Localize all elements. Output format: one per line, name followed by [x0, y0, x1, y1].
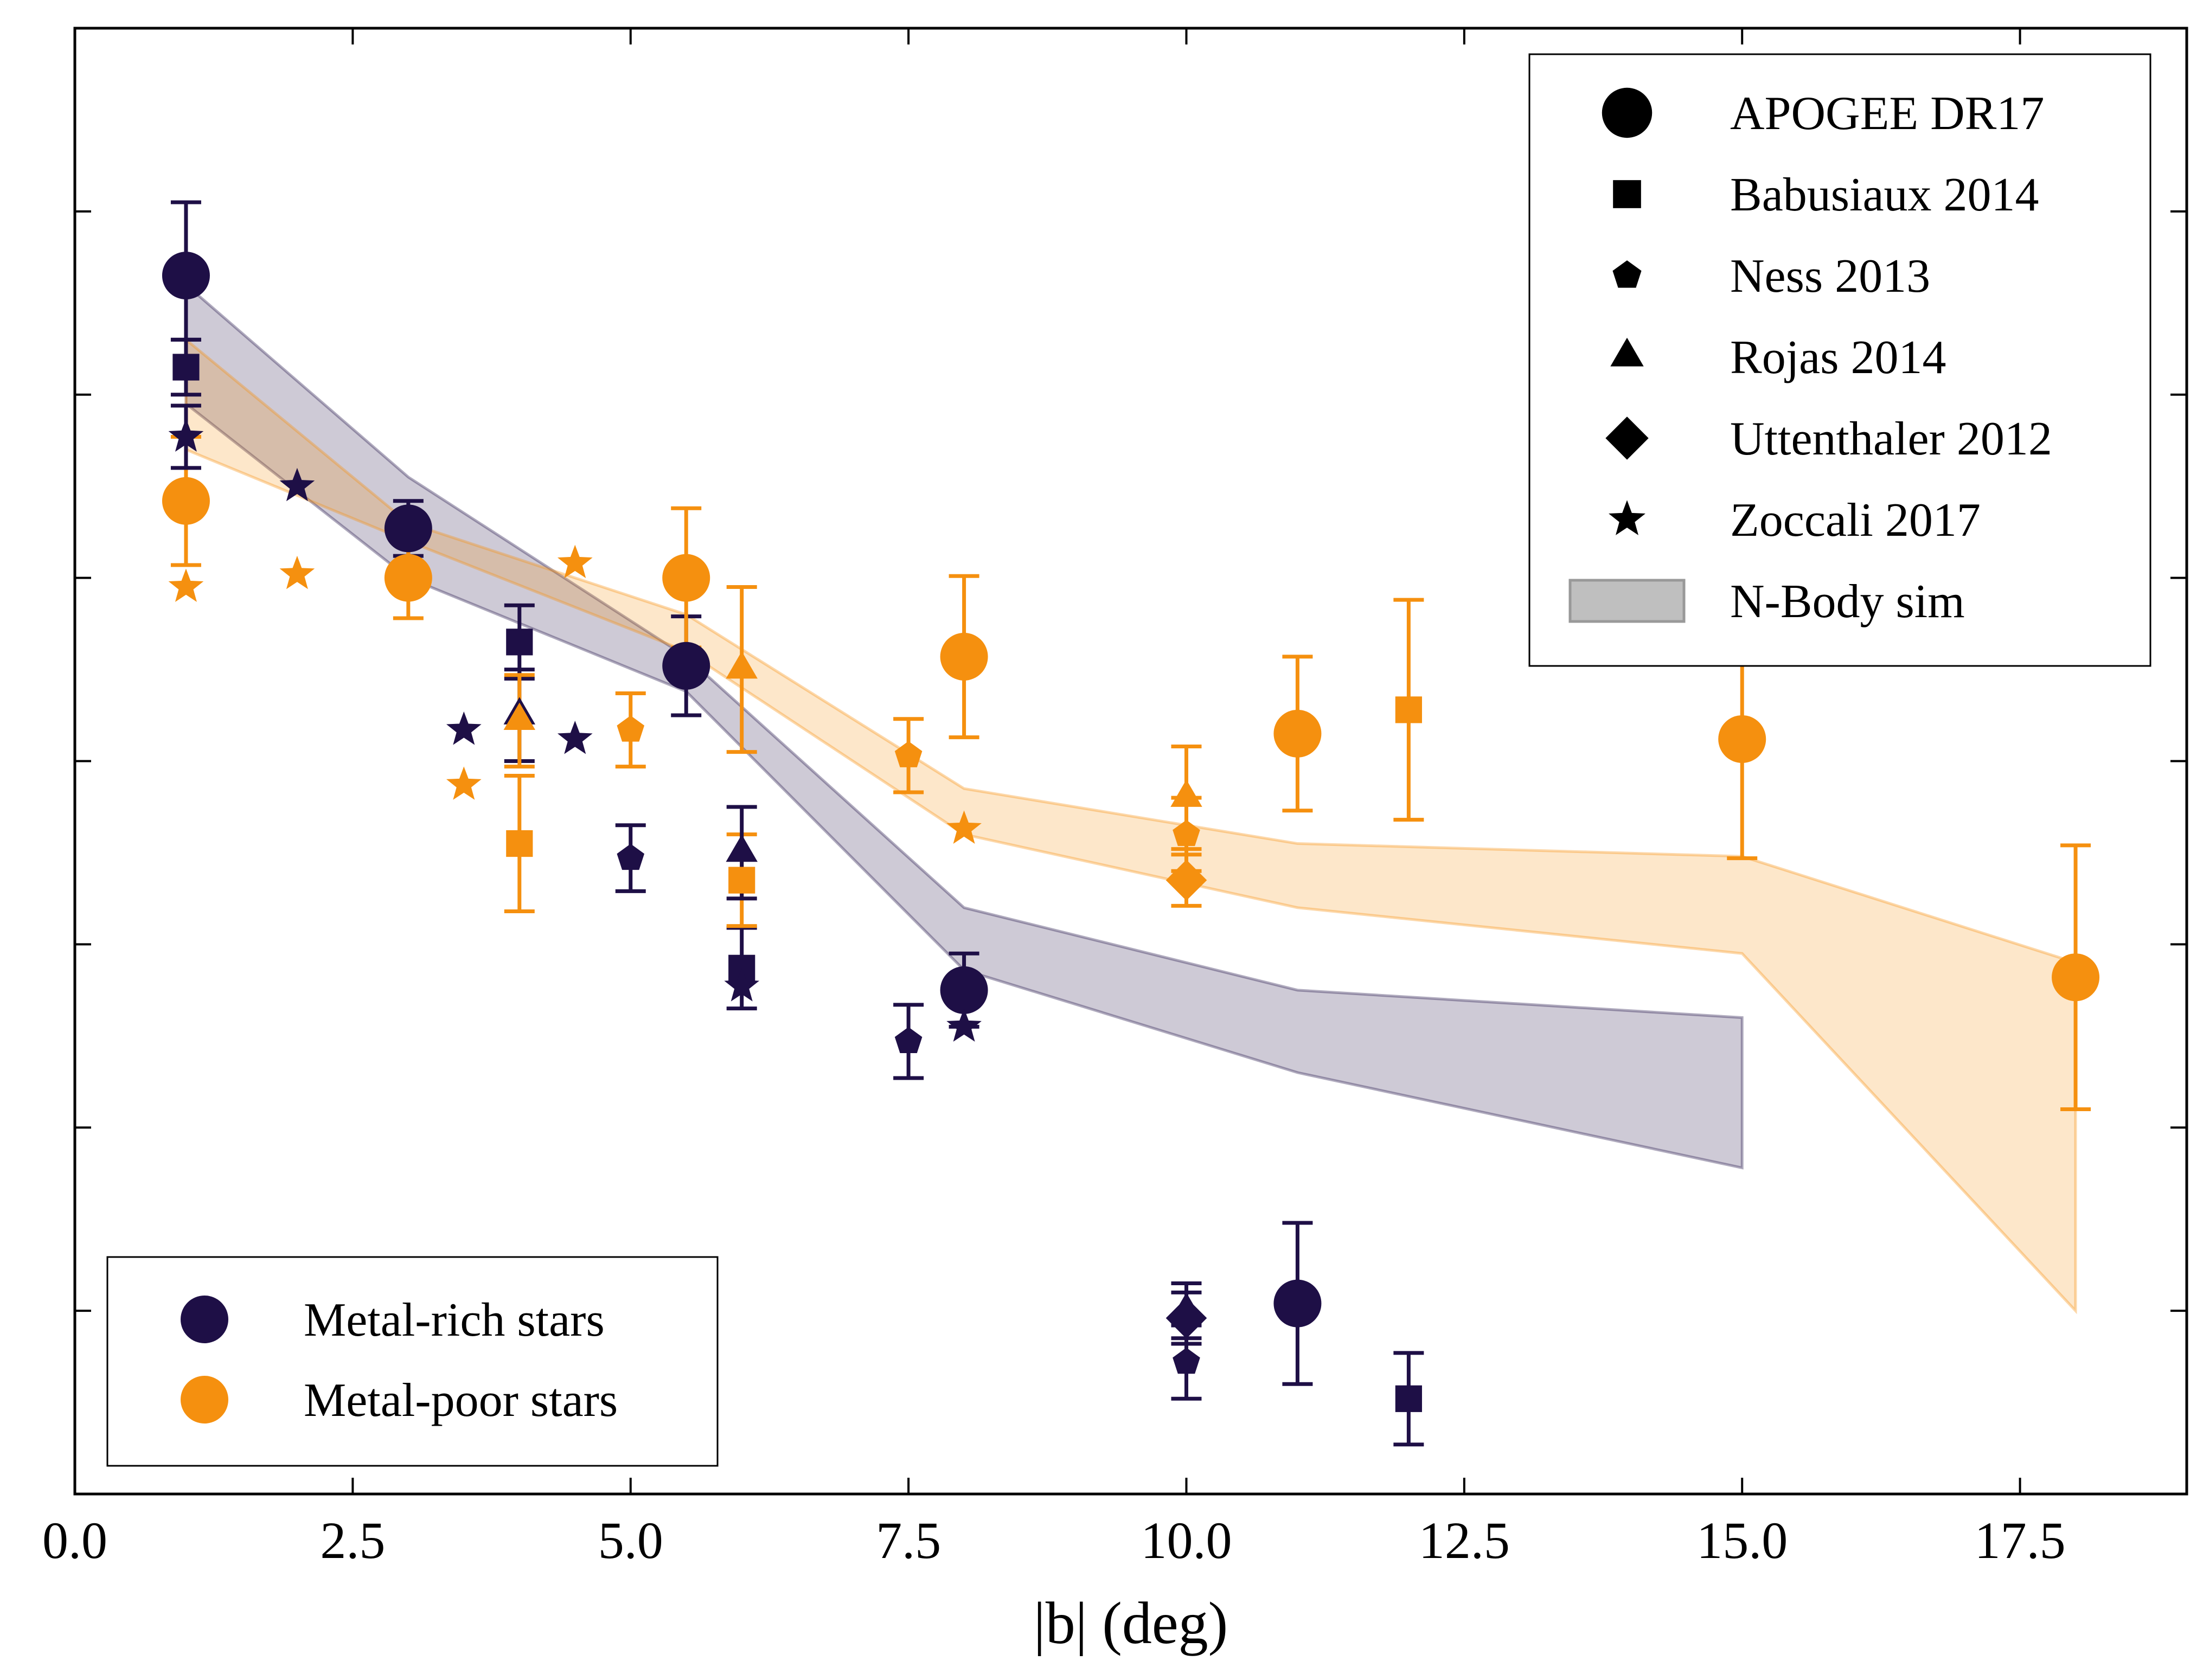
pentagon-point-metal-rich — [617, 843, 645, 870]
legend-populations-box — [106, 1256, 719, 1467]
star-point-metal-rich — [279, 467, 315, 502]
legend-symbol-label: APOGEE DR17 — [1730, 87, 2044, 140]
legend-square-marker — [1613, 180, 1641, 208]
legend-symbol-label: N-Body sim — [1730, 575, 1965, 628]
triangle-point-metal-rich — [726, 834, 758, 862]
circle-point-metal-poor — [940, 632, 988, 681]
square-point-metal-rich — [506, 629, 533, 656]
star-point-metal-rich — [168, 418, 204, 452]
diamond-point-metal-poor — [1165, 860, 1207, 901]
pentagon-point-metal-poor — [894, 741, 923, 767]
x-tick-label: 2.5 — [320, 1511, 385, 1569]
legend-diamond-marker — [1605, 416, 1649, 460]
legend-band-swatch — [1568, 579, 1686, 623]
circle-point-metal-poor — [1273, 709, 1322, 758]
x-tick-label: 15.0 — [1696, 1511, 1788, 1569]
square-point-metal-rich — [172, 354, 200, 381]
square-point-metal-rich — [1395, 1385, 1422, 1412]
legend-circle-marker — [1602, 87, 1653, 138]
circle-point-metal-poor — [384, 554, 432, 602]
circle-point-metal-rich — [384, 504, 432, 553]
square-point-metal-poor — [506, 830, 533, 857]
legend-star-marker — [1609, 500, 1645, 535]
pentagon-point-metal-poor — [617, 715, 645, 742]
legend-symbols: APOGEE DR17 Babusiaux 2014 Ness 2013 Rojas … — [1528, 53, 2151, 667]
x-tick-label: 10.0 — [1141, 1511, 1232, 1569]
legend-triangle-marker — [1610, 337, 1644, 367]
legend-population-marker — [181, 1376, 228, 1423]
circle-point-metal-poor — [2052, 953, 2100, 1002]
legend-population-label: Metal-poor stars — [304, 1374, 618, 1427]
pentagon-point-metal-poor — [1173, 820, 1200, 847]
circle-point-metal-rich — [940, 966, 988, 1014]
star-point-metal-poor — [168, 568, 204, 602]
legend-population-label: Metal-rich stars — [304, 1294, 605, 1346]
triangle-point-metal-poor — [503, 702, 536, 730]
x-axis-label: |b| (deg) — [1034, 1590, 1228, 1656]
square-point-metal-poor — [728, 867, 755, 894]
star-point-metal-poor — [557, 544, 593, 579]
x-tick-label: 12.5 — [1419, 1511, 1510, 1569]
circle-point-metal-poor — [1718, 715, 1766, 763]
diamond-point-metal-rich — [1165, 1297, 1207, 1339]
legend-populations: Metal-rich stars Metal-poor stars — [106, 1256, 719, 1467]
legend-symbol-label: Ness 2013 — [1730, 250, 1930, 303]
circle-point-metal-poor — [662, 554, 710, 602]
circle-point-metal-rich — [1273, 1279, 1322, 1328]
x-tick-label: 5.0 — [598, 1511, 663, 1569]
triangle-point-metal-poor — [1170, 779, 1202, 807]
nbody-band-metal-poor — [184, 337, 2077, 1314]
star-point-metal-poor — [279, 555, 315, 589]
circle-point-metal-poor — [162, 477, 210, 525]
triangle-point-metal-poor — [726, 651, 758, 679]
star-point-metal-poor — [446, 766, 482, 800]
square-point-metal-poor — [1395, 696, 1422, 723]
pentagon-point-metal-rich — [894, 1027, 923, 1053]
legend-symbol-label: Zoccali 2017 — [1730, 494, 1981, 547]
star-point-metal-rich — [557, 720, 593, 754]
star-point-metal-rich — [446, 711, 482, 745]
x-tick-label: 0.0 — [42, 1511, 107, 1569]
circle-point-metal-rich — [662, 642, 710, 690]
legend-symbol-label: Rojas 2014 — [1730, 331, 1946, 384]
star-point-metal-rich — [946, 1008, 982, 1042]
legend-symbol-label: Uttenthaler 2012 — [1730, 413, 2052, 465]
star-point-metal-poor — [946, 810, 982, 844]
legend-pentagon-marker — [1612, 260, 1642, 288]
star-point-metal-rich — [724, 968, 760, 1002]
x-tick-label: 17.5 — [1975, 1511, 2066, 1569]
x-tick-label: 7.5 — [876, 1511, 941, 1569]
pentagon-point-metal-rich — [1173, 1348, 1200, 1374]
circle-point-metal-rich — [162, 252, 210, 300]
x-axis-ticks: 0.0 2.5 5.0 7.5 10.0 12.5 15.0 17.5 — [42, 28, 2066, 1569]
legend-population-marker — [181, 1296, 228, 1343]
data-points — [162, 252, 2100, 1412]
y-axis-ticks — [75, 210, 2187, 1312]
legend-symbol-label: Babusiaux 2014 — [1730, 169, 2039, 221]
